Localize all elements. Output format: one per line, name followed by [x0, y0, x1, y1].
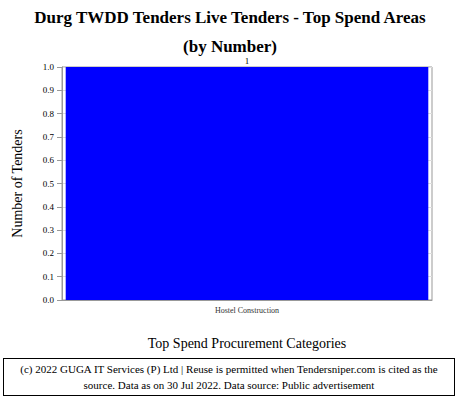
- svg-text:0.1: 0.1: [43, 272, 54, 282]
- svg-text:Durg TWDD Tenders Live Tenders: Durg TWDD Tenders Live Tenders - Top Spe…: [34, 8, 426, 27]
- html-text:(c) 2022 GUGA IT Services (P): (c) 2022 GUGA IT Services (P) Ltd | Reus…: [20, 363, 438, 391]
- svg-text:0.3: 0.3: [43, 225, 55, 235]
- svg-text:1: 1: [245, 56, 250, 66]
- svg-text:0.7: 0.7: [43, 132, 55, 142]
- svg-text:Hostel Construction: Hostel Construction: [215, 306, 279, 315]
- svg-text:0.4: 0.4: [43, 202, 55, 212]
- svg-text:Number of Tenders: Number of Tenders: [10, 129, 25, 237]
- svg-text:0.0: 0.0: [43, 295, 55, 305]
- svg-text:0.6: 0.6: [43, 155, 55, 165]
- svg-text:1.0: 1.0: [43, 62, 55, 72]
- svg-text:0.2: 0.2: [43, 248, 54, 258]
- svg-text:(by Number): (by Number): [183, 37, 277, 56]
- svg-text:0.5: 0.5: [43, 179, 55, 189]
- svg-text:Top Spend Procurement Categori: Top Spend Procurement Categories: [148, 336, 346, 351]
- svg-text:0.8: 0.8: [43, 109, 55, 119]
- svg-text:0.9: 0.9: [43, 85, 55, 95]
